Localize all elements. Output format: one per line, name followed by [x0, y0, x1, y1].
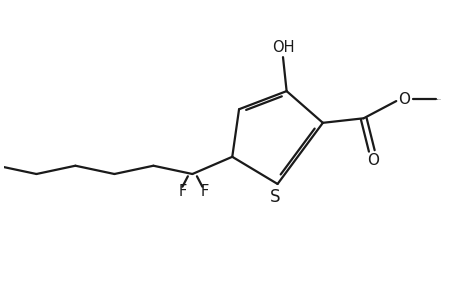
Text: F: F	[178, 184, 186, 199]
Text: methyl: methyl	[436, 99, 441, 100]
Text: O: O	[366, 153, 378, 168]
Text: OH: OH	[271, 40, 294, 55]
Text: O: O	[397, 92, 409, 107]
Text: F: F	[201, 184, 209, 199]
Text: S: S	[269, 188, 280, 206]
